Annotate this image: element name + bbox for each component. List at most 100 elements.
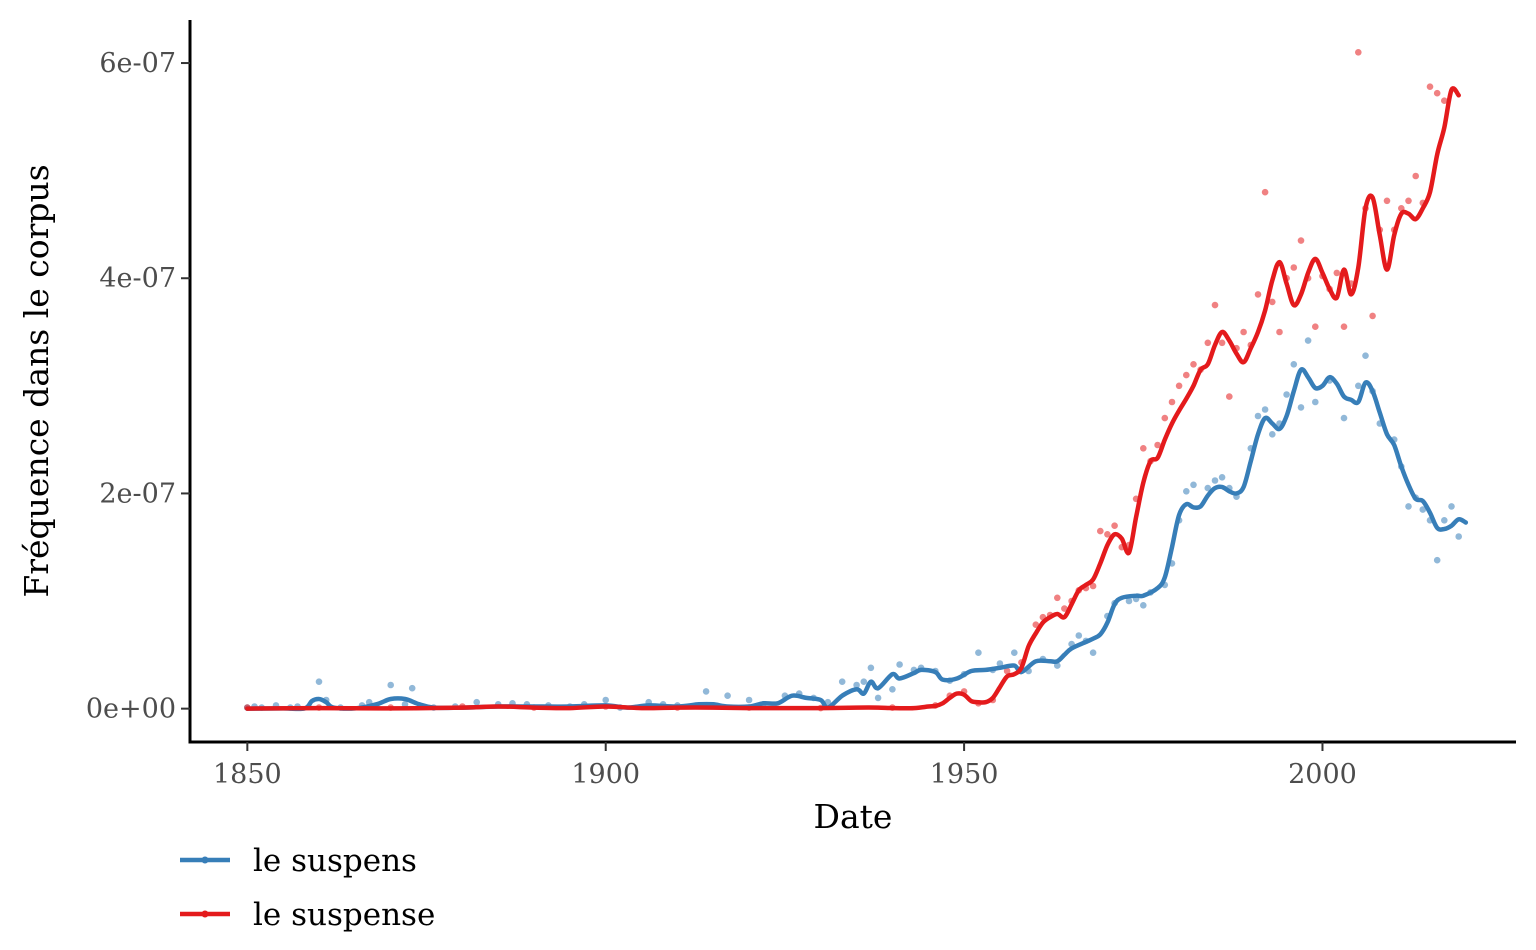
data-point-le-suspens [1312,398,1319,406]
y-axis-ticks: 0e+00 2e-07 4e-07 6e-07 [86,48,190,725]
data-point-le-suspens [408,684,416,692]
scatter-points-layer [244,49,1462,712]
data-point-le-suspens [1204,484,1212,492]
x-tick-label: 1850 [213,759,282,790]
x-axis-title: Date [814,797,893,836]
data-point-le-suspense [1269,298,1276,306]
x-axis-ticks: 1850 1900 1950 2000 [213,742,1357,790]
data-point-le-suspens [1290,361,1298,368]
data-point-le-suspense [1312,323,1319,331]
data-point-le-suspense [1183,371,1190,379]
data-point-le-suspense [1369,312,1376,320]
data-point-le-suspense [1089,582,1097,590]
data-point-le-suspens [473,698,481,706]
data-point-le-suspens [896,661,903,668]
data-point-le-suspense [1254,291,1262,298]
data-point-le-suspense [1097,527,1104,535]
data-point-le-suspense [1355,49,1362,56]
data-point-le-suspense [1412,172,1419,180]
data-point-le-suspens [1183,488,1190,495]
data-point-le-suspens [1297,404,1305,411]
data-point-le-suspens [1261,406,1269,413]
data-point-le-suspense [1211,301,1219,309]
y-tick-label: 0e+00 [86,694,176,725]
data-point-le-suspense [1405,197,1412,205]
data-point-le-suspens [1340,414,1348,422]
data-point-le-suspense [1297,237,1305,244]
data-point-le-suspense [1240,328,1247,336]
data-point-le-suspense [1426,83,1434,90]
data-point-le-suspens [889,686,896,693]
y-axis-title: Fréquence dans le corpus [17,164,56,597]
data-point-le-suspense [1383,197,1391,205]
data-point-le-suspens [1304,337,1312,344]
data-point-le-suspense [1333,269,1341,277]
x-tick-label: 2000 [1288,759,1357,790]
data-point-le-suspense [1175,382,1183,390]
data-point-le-suspense [1111,522,1118,529]
data-point-le-suspense [1441,97,1448,104]
data-point-le-suspens [387,681,395,689]
data-point-le-suspense [1061,605,1068,612]
data-point-le-suspens [745,696,753,704]
data-point-le-suspens [874,694,882,702]
y-tick-label: 4e-07 [99,263,176,294]
y-tick-label: 6e-07 [99,48,176,79]
data-point-le-suspense [1032,621,1040,628]
data-point-le-suspense [1054,594,1061,602]
data-point-le-suspense [1168,398,1176,406]
data-point-le-suspens [1405,503,1412,510]
x-tick-label: 1950 [930,759,999,790]
legend-key-point [201,910,209,918]
data-point-le-suspense [1276,328,1283,336]
series-line-le-suspense [245,86,1461,711]
data-point-le-suspens [1355,382,1362,390]
x-tick-label: 1900 [571,759,640,790]
data-point-le-suspens [602,696,609,704]
legend-label: le suspense [253,897,435,933]
data-point-le-suspens [1254,412,1262,420]
data-point-le-suspens [1269,431,1276,438]
legend-key-point [201,856,209,864]
data-point-le-suspens [1283,391,1290,398]
data-point-le-suspens [1433,556,1441,564]
data-point-le-suspens [315,678,323,685]
smoothed-lines-layer [245,86,1469,712]
data-point-le-suspens [867,664,875,672]
data-point-le-suspens [996,660,1004,667]
data-point-le-suspens [1362,352,1369,360]
data-point-le-suspens [1455,533,1462,540]
data-point-le-suspens [702,688,710,695]
data-point-le-suspense [1204,339,1212,347]
data-point-le-suspens [975,649,982,656]
data-point-le-suspens [724,692,731,699]
data-point-le-suspens [853,681,860,689]
data-point-le-suspense [1340,323,1348,331]
data-point-le-suspens [1211,477,1219,484]
data-point-le-suspens [1011,649,1018,656]
data-point-le-suspens [1419,506,1427,513]
data-point-le-suspense [1190,361,1197,368]
data-point-le-suspense [1218,339,1226,347]
data-point-le-suspens [1125,597,1133,605]
y-tick-label: 2e-07 [99,478,176,509]
data-point-le-suspens [860,678,868,685]
data-point-le-suspense [1161,414,1169,422]
data-point-le-suspense [1154,441,1161,449]
data-point-le-suspense [1140,445,1147,452]
data-point-le-suspens [1190,481,1197,489]
data-point-le-suspense [1104,531,1111,538]
data-point-le-suspens [1089,649,1097,656]
data-point-le-suspense [1290,264,1298,271]
data-point-le-suspens [1075,632,1083,639]
data-point-le-suspens [401,701,409,708]
data-point-le-suspens [1448,503,1455,510]
series-line-le-suspens [245,366,1469,712]
data-point-le-suspens [838,678,846,685]
data-point-le-suspense [1433,89,1441,97]
legend-label: le suspens [253,843,417,879]
data-point-le-suspense [1261,188,1269,196]
data-point-le-suspens [1140,602,1147,609]
data-point-le-suspens [1218,474,1226,481]
